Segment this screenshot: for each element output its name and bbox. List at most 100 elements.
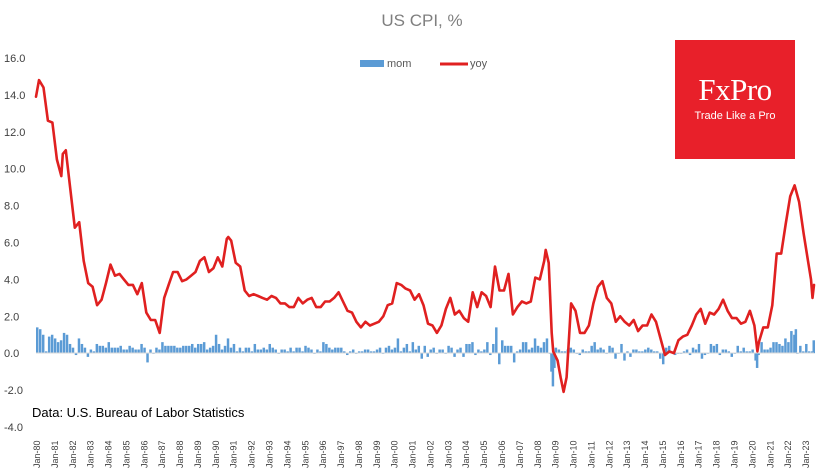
mom-bar	[620, 343, 623, 354]
x-axis: Jan-80 Jan-81 Jan-82 Jan-83 Jan-84 Jan-85 Jan-…	[32, 440, 811, 468]
mom-bar	[596, 349, 599, 354]
mom-bar	[110, 347, 114, 354]
mom-bar	[405, 343, 409, 354]
mom-bar	[268, 343, 271, 354]
mom-bar	[441, 349, 444, 354]
mom-bar	[378, 347, 382, 354]
mom-bar	[736, 345, 739, 354]
mom-bar	[486, 342, 489, 354]
mom-bar	[527, 349, 531, 354]
x-tick-label: Jan-86	[139, 440, 149, 468]
mom-bar	[179, 347, 182, 354]
mom-bar	[158, 349, 161, 354]
mom-bar	[611, 347, 614, 354]
mom-bar	[98, 345, 102, 354]
mom-bar	[447, 345, 450, 354]
mom-bar	[766, 349, 769, 354]
mom-bar	[483, 349, 486, 354]
mom-bar	[375, 349, 379, 354]
y-tick-label: 2.0	[4, 311, 19, 323]
mom-bar	[414, 349, 418, 354]
mom-bar	[453, 353, 456, 357]
mom-bar	[331, 349, 334, 354]
mom-bar	[775, 342, 778, 354]
mom-bar	[754, 353, 757, 361]
mom-bar	[730, 353, 734, 357]
mom-bar	[530, 347, 534, 354]
mom-bar	[250, 351, 254, 354]
mom-bar	[366, 349, 370, 354]
x-tick-label: Jan-84	[104, 440, 114, 468]
y-tick-label: -4.0	[4, 422, 23, 434]
x-tick-label: Jan-97	[336, 440, 346, 468]
mom-bar	[721, 349, 725, 354]
x-tick-label: Jan-92	[247, 440, 257, 468]
mom-bar	[584, 351, 587, 354]
x-tick-label: Jan-19	[730, 440, 740, 468]
mom-bar	[545, 338, 549, 354]
mom-bar	[119, 345, 122, 354]
fxpro-logo: FxPro Trade Like a Pro	[675, 40, 795, 159]
yoy-line	[34, 78, 816, 394]
mom-bar	[244, 347, 248, 354]
mom-bar	[468, 343, 471, 354]
mom-bar	[80, 343, 84, 354]
mom-bar	[569, 347, 573, 354]
mom-bar	[298, 347, 301, 354]
mom-bar	[658, 353, 662, 359]
mom-bar	[495, 327, 498, 354]
mom-bar	[667, 345, 671, 354]
mom-bar	[557, 349, 561, 354]
mom-bar	[489, 353, 492, 356]
mom-bar	[694, 349, 698, 354]
mom-bar	[38, 329, 42, 354]
mom-bar	[503, 345, 507, 354]
mom-bar	[536, 345, 540, 354]
mom-bar	[164, 345, 167, 354]
x-tick-label: Jan-81	[50, 440, 60, 468]
mom-bar	[739, 351, 742, 354]
mom-bar	[146, 353, 149, 363]
mom-bar	[456, 349, 459, 354]
mom-bar	[521, 342, 525, 354]
x-tick-label: Jan-85	[121, 440, 131, 468]
mom-bar	[703, 353, 707, 356]
legend-yoy-label: yoy	[470, 58, 488, 70]
mom-bar	[140, 343, 143, 354]
mom-bar	[125, 349, 128, 354]
mom-bar	[316, 349, 319, 354]
mom-bar	[271, 347, 274, 354]
mom-bar	[360, 351, 364, 354]
x-tick-label: Jan-04	[461, 440, 471, 468]
x-tick-label: Jan-21	[765, 440, 775, 468]
mom-bar	[71, 347, 75, 354]
mom-bar	[769, 347, 772, 354]
mom-bar	[629, 353, 632, 357]
mom-bar	[462, 353, 465, 357]
mom-bar	[372, 351, 376, 354]
y-tick-label: 0.0	[4, 348, 19, 360]
mom-bar	[107, 342, 111, 354]
mom-bar	[295, 347, 298, 354]
mom-bar	[450, 347, 453, 354]
mom-bar	[572, 349, 576, 354]
mom-bar	[328, 347, 331, 354]
y-tick-label: 4.0	[4, 274, 19, 286]
mom-bar	[322, 342, 325, 354]
mom-bar	[265, 349, 269, 354]
mom-bar	[647, 347, 650, 354]
x-tick-label: Jan-00	[390, 440, 400, 468]
mom-bar	[286, 351, 289, 354]
mom-bar	[56, 342, 60, 354]
mom-bar	[751, 349, 754, 354]
mom-bar	[229, 347, 233, 354]
mom-bar	[191, 343, 194, 354]
mom-bar	[551, 353, 555, 387]
mom-bar	[757, 353, 760, 356]
mom-bar	[89, 349, 93, 354]
mom-bar	[632, 349, 635, 354]
mom-bar	[131, 347, 134, 354]
mom-bar	[553, 353, 556, 368]
mom-bar	[304, 345, 307, 354]
